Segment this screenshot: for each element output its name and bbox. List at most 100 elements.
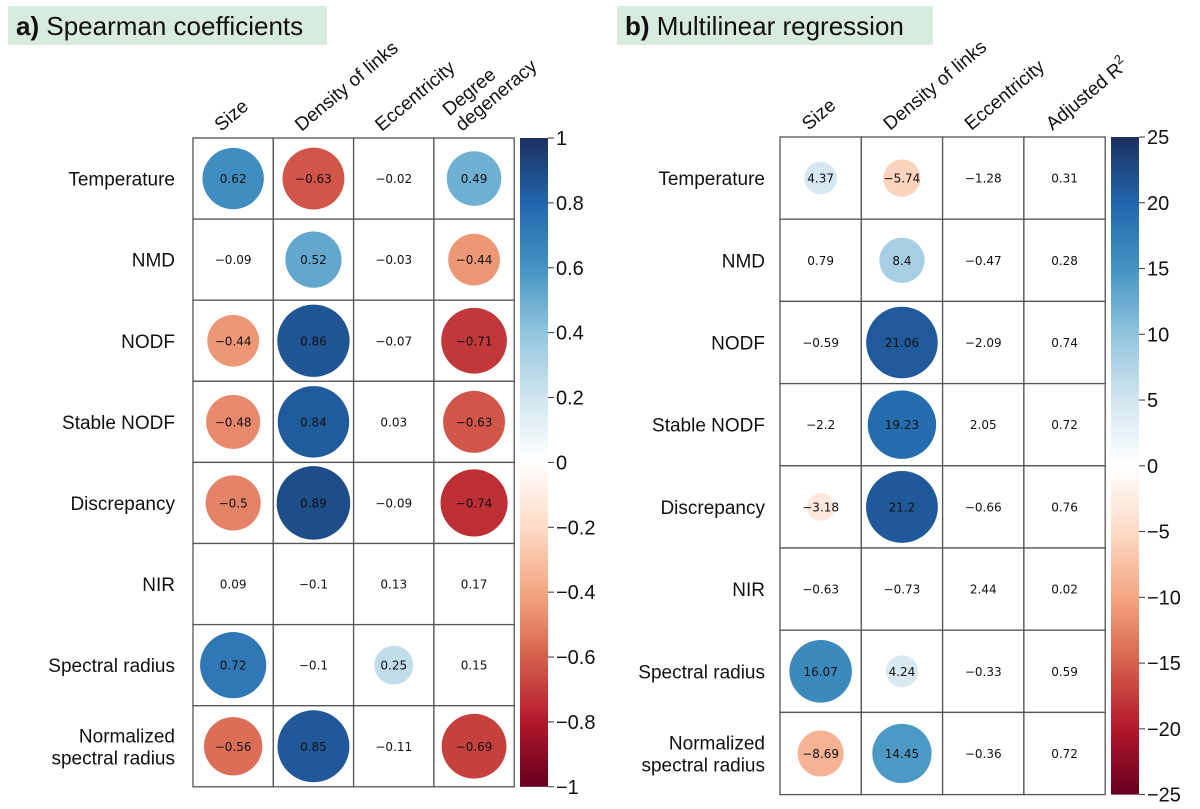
cell-value: −0.48	[215, 415, 252, 429]
cell: −8.69	[779, 711, 862, 796]
colorbar-tick-label: −20	[1147, 719, 1181, 741]
cell-value: −0.47	[965, 254, 1002, 268]
title-background	[8, 6, 327, 45]
cell: −0.63	[779, 547, 862, 631]
cell: 4.37	[779, 136, 862, 220]
cell-value: 0.25	[380, 659, 407, 673]
cell-circle	[440, 469, 508, 537]
cell-circle	[446, 151, 502, 206]
cell-circle	[806, 492, 835, 521]
cell-value: −0.69	[456, 740, 493, 754]
cell-circle	[448, 233, 500, 286]
cell-value: −0.66	[965, 500, 1002, 514]
cell: 0.25	[352, 623, 435, 707]
cell: 0.79	[779, 218, 862, 303]
cell: −0.63	[272, 137, 355, 220]
row-label: Spectral radius	[48, 656, 175, 677]
row-label-line: Normalized	[79, 726, 175, 747]
row-label-line: Normalized	[669, 734, 765, 755]
cell-border	[1023, 300, 1106, 385]
cell: −0.71	[433, 299, 515, 382]
cell-circle	[866, 306, 938, 379]
cell: 2.05	[941, 382, 1025, 467]
row-label: Stable NODF	[62, 413, 175, 434]
cell: −0.56	[192, 705, 274, 788]
column-label: Eccentricity	[371, 57, 459, 136]
cell-border	[1023, 547, 1106, 631]
cell-value: 0.89	[300, 496, 327, 510]
colorbar-tick-label: −5	[1147, 522, 1170, 544]
cell-value: −0.44	[456, 253, 493, 267]
cell: −0.09	[192, 218, 274, 301]
cell: 0.13	[352, 542, 435, 626]
row-label: NIR	[732, 580, 765, 601]
cell-value: 0.62	[220, 172, 247, 186]
cell-circle	[276, 466, 351, 540]
cell-value: −0.1	[299, 659, 328, 673]
cell-border	[1023, 136, 1106, 220]
cell-border	[941, 465, 1025, 549]
cell-circle	[797, 730, 844, 777]
cell-value: 0.72	[1051, 747, 1078, 761]
cell: 0.02	[1023, 547, 1106, 631]
cell-value: 0.31	[1051, 172, 1078, 186]
row-label: Temperature	[68, 170, 175, 191]
cell: −0.36	[941, 711, 1025, 796]
cell-circle	[883, 159, 921, 197]
colorbar-tick-label: −25	[1147, 785, 1181, 804]
row-label: NMD	[132, 251, 175, 272]
cell: 4.24	[860, 629, 944, 714]
row-label-line: Stable NODF	[62, 413, 175, 434]
cell-circle	[200, 632, 267, 699]
cell-value: −0.09	[375, 496, 412, 510]
cell-border	[352, 461, 435, 545]
row-label-line: Stable NODF	[652, 416, 765, 437]
cell-value: −0.63	[802, 583, 839, 597]
cell: −0.09	[352, 461, 435, 545]
cell: 0.89	[272, 461, 355, 545]
row-label: Discrepancy	[70, 494, 175, 515]
cell-value: 0.49	[461, 172, 488, 186]
cell-value: 0.72	[220, 659, 247, 673]
cell: 8.4	[860, 218, 944, 303]
cell-value: −0.63	[456, 415, 493, 429]
column-label: Size	[211, 96, 253, 136]
panel-title: b) Multilinear regression	[625, 11, 904, 41]
cell-circle	[203, 717, 263, 776]
cell-value: 0.28	[1051, 254, 1078, 268]
cell-circle	[277, 386, 350, 458]
cell-border	[352, 299, 435, 382]
row-label-line: NMD	[722, 251, 765, 272]
cell-value: −8.69	[802, 747, 839, 761]
row-label-line: Temperature	[658, 169, 765, 190]
cell: 0.62	[192, 137, 274, 220]
row-label: NIR	[142, 575, 175, 596]
colorbar-tick-label: 0.8	[556, 193, 584, 215]
colorbar-tick-label: 0.4	[556, 323, 584, 345]
cell-value: −0.74	[456, 496, 493, 510]
cell-value: −0.09	[215, 253, 252, 267]
cell: 14.45	[860, 711, 944, 796]
column-label-line: Eccentricity	[371, 57, 459, 136]
colorbar-tick-label: 10	[1147, 324, 1169, 346]
title-background	[617, 6, 933, 45]
cell-circle	[207, 314, 260, 367]
cell-circle	[277, 304, 350, 377]
cell-circle	[804, 161, 837, 195]
cell-value: 0.84	[300, 415, 327, 429]
cell: −0.1	[272, 623, 355, 707]
row-label-line: spectral radius	[51, 748, 175, 769]
cell-value: 4.37	[807, 172, 834, 186]
cell-value: 16.07	[803, 665, 837, 679]
cell-circle	[443, 390, 506, 453]
cell-circle	[879, 237, 925, 283]
cell: −2.09	[941, 300, 1025, 385]
cell-value: −0.03	[375, 253, 412, 267]
row-label-line: NMD	[132, 251, 175, 272]
cell: 0.72	[192, 623, 274, 707]
cell-border	[1023, 711, 1106, 796]
cell: −0.69	[433, 705, 515, 788]
cell-value: 0.59	[1051, 665, 1078, 679]
cell-circle	[202, 147, 264, 210]
